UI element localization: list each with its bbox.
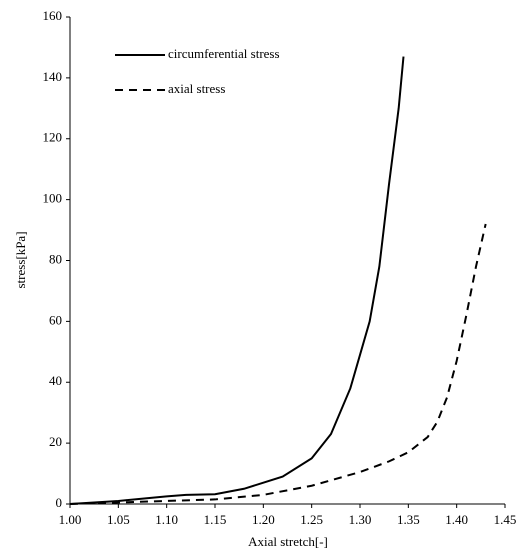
x-tick-label: 1.15 — [204, 512, 227, 527]
x-tick-label: 1.35 — [397, 512, 420, 527]
y-tick-label: 60 — [49, 312, 62, 327]
x-tick-label: 1.05 — [107, 512, 130, 527]
y-axis-label: stress[kPa] — [13, 231, 28, 288]
y-tick-label: 40 — [49, 373, 62, 388]
x-tick-label: 1.30 — [349, 512, 372, 527]
x-tick-label: 1.25 — [300, 512, 323, 527]
y-tick-label: 160 — [43, 8, 63, 23]
x-axis-label: Axial stretch[-] — [248, 534, 328, 549]
x-tick-label: 1.20 — [252, 512, 275, 527]
y-tick-label: 140 — [43, 69, 63, 84]
line — [69, 223, 487, 505]
line — [69, 56, 405, 505]
y-tick-label: 20 — [49, 434, 62, 449]
y-tick-label: 120 — [43, 130, 63, 145]
x-tick-label: 1.10 — [155, 512, 178, 527]
x-tick-label: 1.45 — [494, 512, 517, 527]
x-tick-label: 1.40 — [445, 512, 468, 527]
y-tick-label: 80 — [49, 251, 62, 266]
legend-label: axial stress — [168, 81, 225, 96]
legend-label: circumferential stress — [168, 46, 280, 61]
y-tick-label: 0 — [56, 495, 63, 510]
x-tick-label: 1.00 — [59, 512, 82, 527]
y-tick-label: 100 — [43, 191, 63, 206]
